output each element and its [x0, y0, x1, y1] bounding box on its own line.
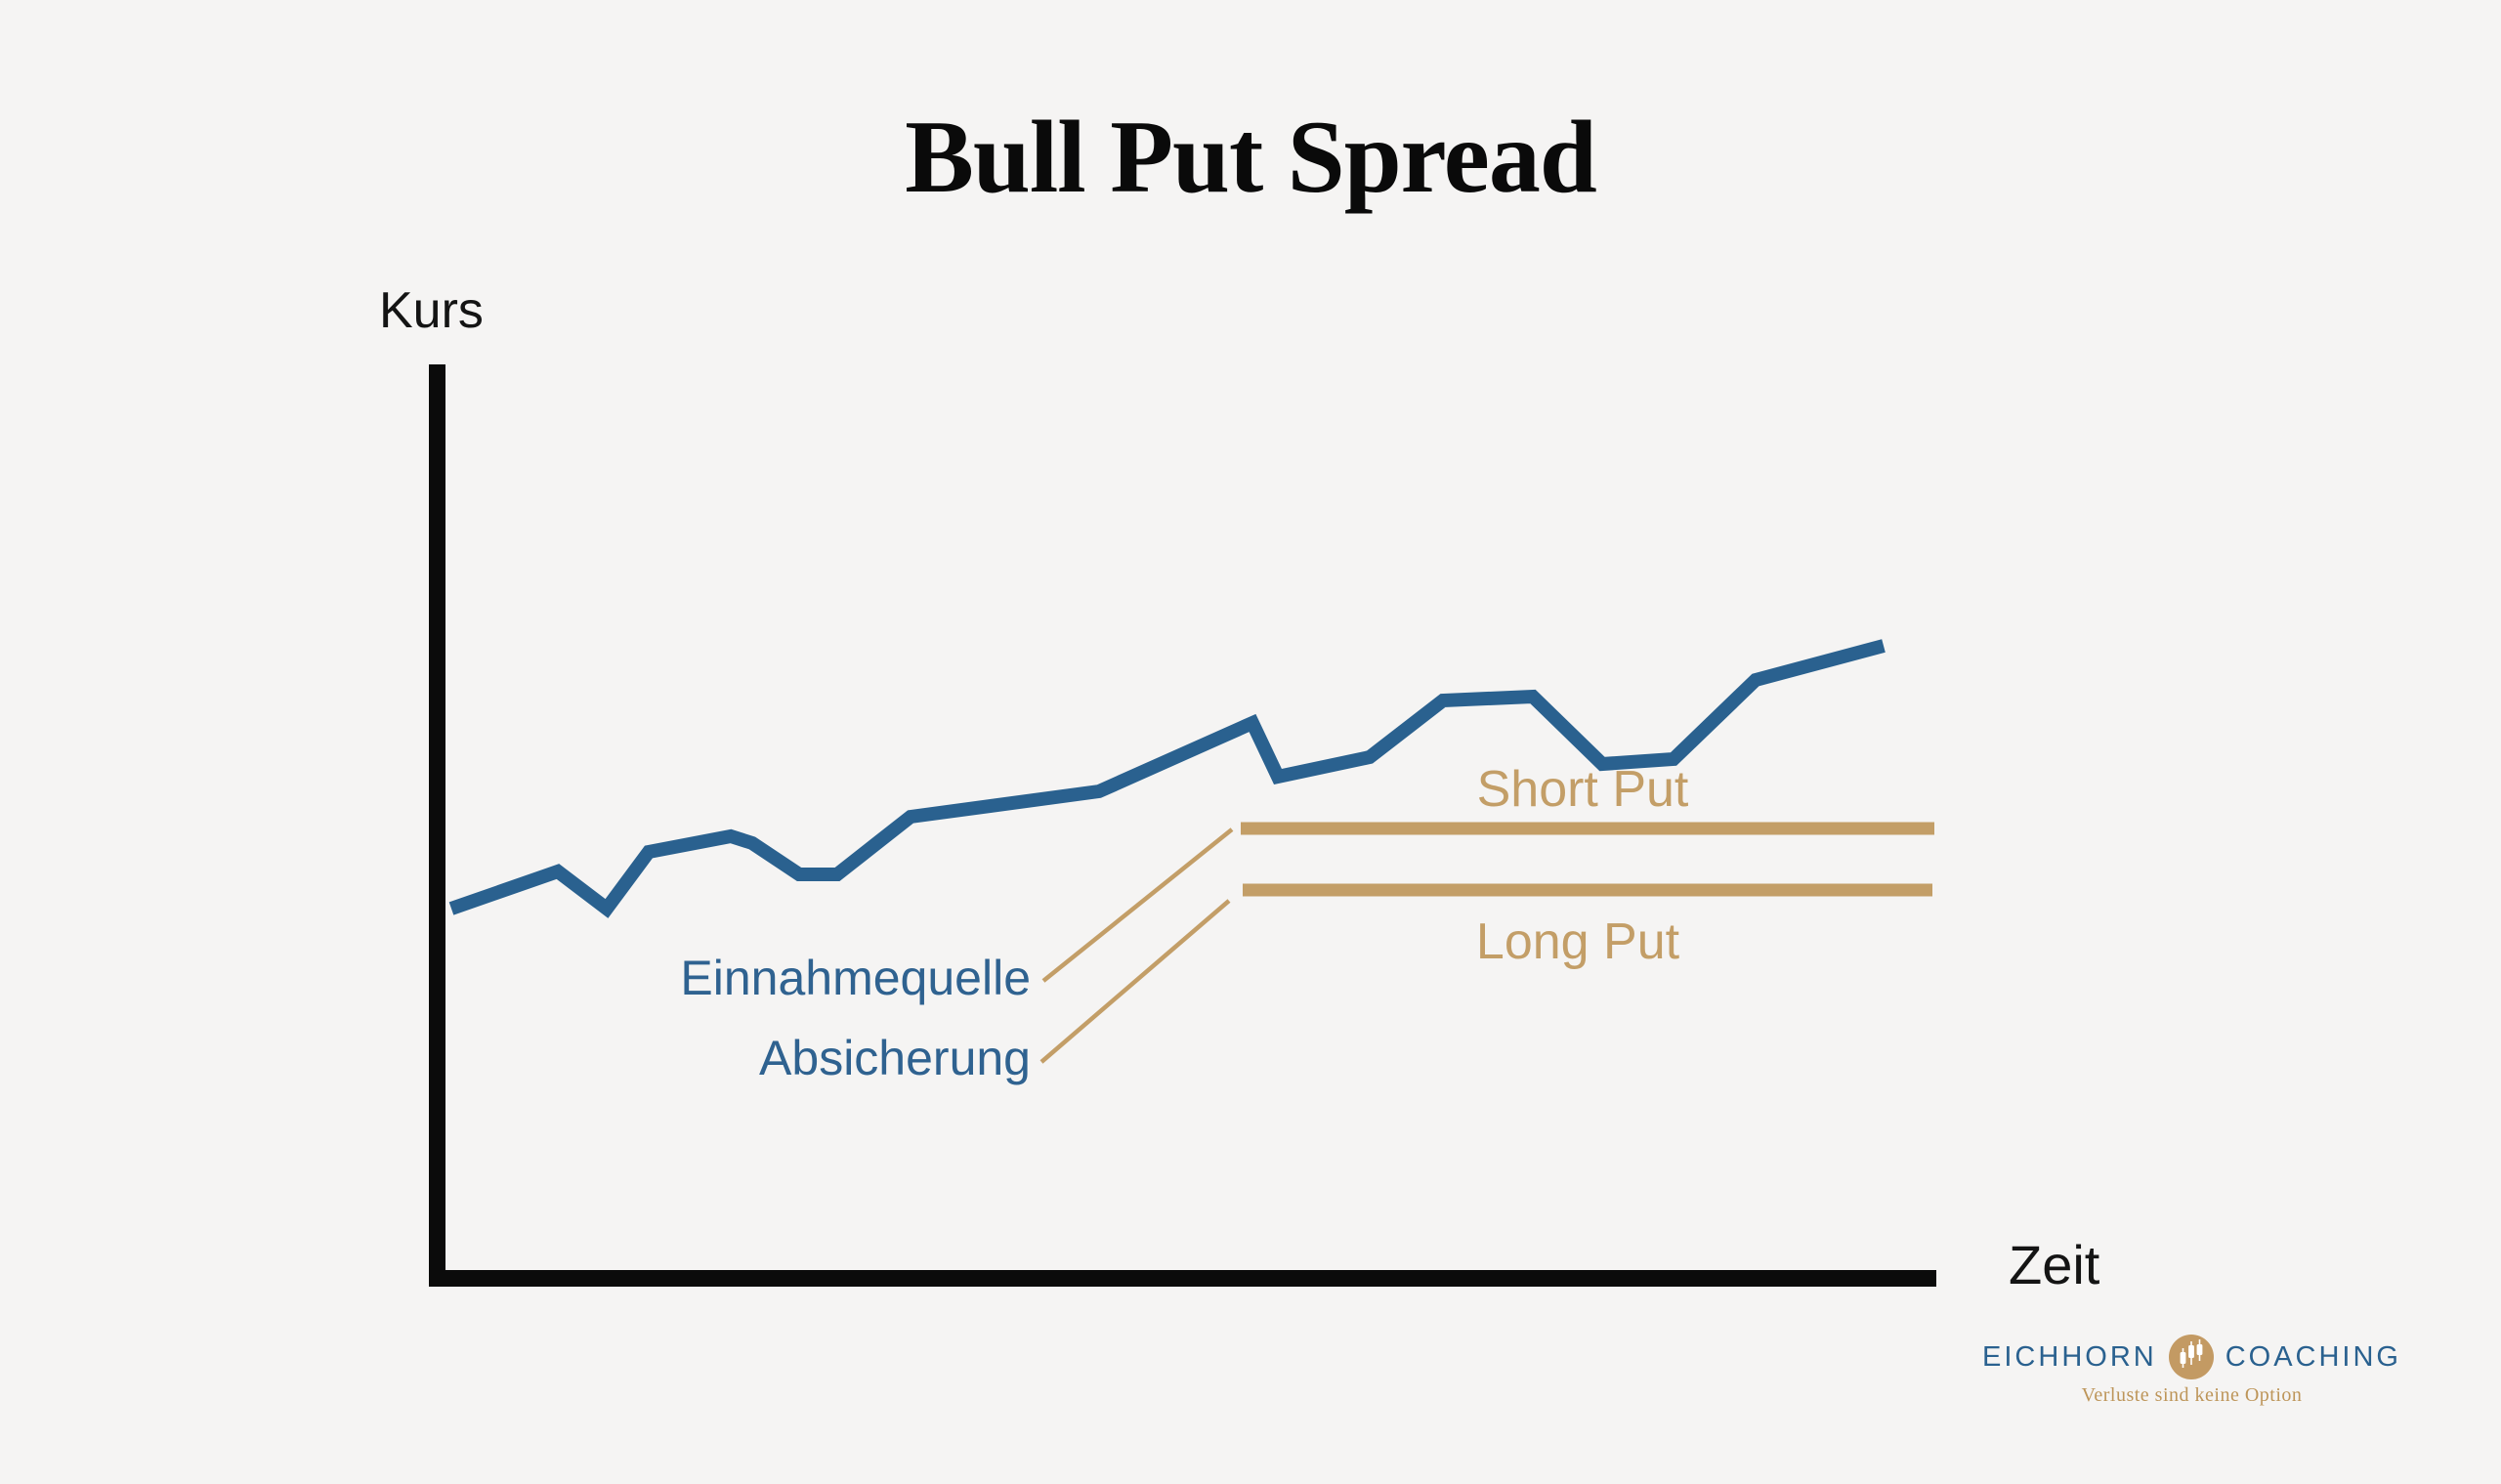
x-axis-line: [429, 1270, 1936, 1287]
y-axis-line: [429, 364, 445, 1287]
long-put-label: Long Put: [1475, 913, 1680, 970]
brand-logo-row: EICHHORN COACHING: [1982, 1335, 2401, 1379]
y-axis-label: Kurs: [379, 282, 484, 339]
page-title: Bull Put Spread: [905, 100, 1597, 214]
absicherung-label: Absicherung: [759, 1031, 1031, 1085]
connector-line-einnahmequelle: [1041, 827, 1234, 983]
logo-word-eichhorn: EICHHORN: [1982, 1340, 2157, 1373]
connector-line-absicherung: [1039, 899, 1231, 1064]
x-axis-label: Zeit: [2009, 1234, 2100, 1295]
logo-tagline: Verluste sind keine Option: [2081, 1384, 2303, 1406]
brand-logo: EICHHORN COACHING Verluste sind keine Op…: [1982, 1335, 2401, 1407]
short-put-label: Short Put: [1476, 761, 1689, 818]
einnahmequelle-label: Einnahmequelle: [680, 951, 1031, 1005]
logo-word-coaching: COACHING: [2225, 1340, 2401, 1373]
candlestick-logo-icon: [2168, 1335, 2214, 1379]
price-line: [448, 639, 1886, 918]
